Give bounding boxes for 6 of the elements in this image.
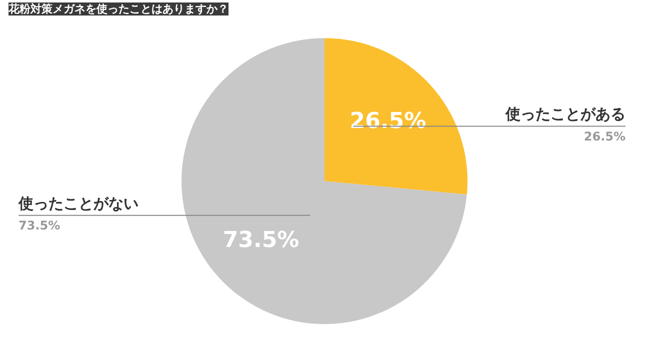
- data-label: 26.5%: [350, 109, 426, 134]
- slice-label: 使ったことがある: [504, 105, 626, 124]
- text: 73.5%: [18, 218, 60, 232]
- chart-title: 花粉対策メガネを使ったことはありますか？: [8, 2, 228, 16]
- text: 26.5%: [584, 129, 626, 144]
- slice-label: 使ったことがない: [18, 194, 138, 212]
